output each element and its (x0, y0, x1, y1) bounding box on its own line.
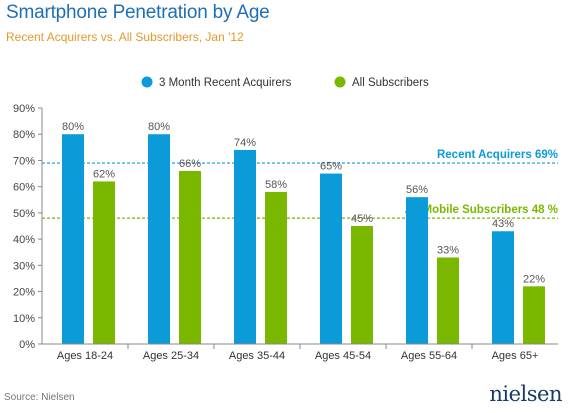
data-label: 74% (234, 137, 256, 149)
data-label: 22% (523, 273, 545, 285)
data-label: 80% (62, 121, 84, 133)
data-label: 58% (265, 179, 287, 191)
y-tick-label: 90% (13, 103, 35, 115)
y-tick-label: 20% (13, 287, 35, 299)
data-label: 45% (351, 213, 373, 225)
reference-label-recent: Recent Acquirers 69% (437, 149, 558, 161)
bar-all-subscribers (265, 191, 287, 344)
bar-recent-acquirers (320, 173, 342, 344)
bar-all-subscribers (437, 257, 459, 344)
x-category-label: Ages 25-34 (143, 350, 199, 362)
legend-swatch (334, 76, 346, 88)
bar-all-subscribers (93, 181, 115, 344)
bar-recent-acquirers (148, 134, 170, 344)
data-label: 66% (179, 158, 201, 170)
data-label: 80% (148, 121, 170, 133)
bar-recent-acquirers (234, 149, 256, 344)
x-category-label: Ages 65+ (492, 350, 539, 362)
source-note: Source: Nielsen (4, 392, 75, 403)
nielsen-logo: nielsen (489, 382, 562, 406)
y-tick-label: 60% (13, 182, 35, 194)
reference-label-all: All Mobile Subscribers 48 % (405, 204, 558, 216)
y-axis: 0% 10% 20% 30% 40% 50% 60% 70% 80% 90% (13, 103, 43, 351)
y-tick-label: 30% (13, 260, 35, 272)
data-label: 43% (492, 218, 514, 230)
data-label: 65% (320, 161, 342, 173)
reference-lines: Recent Acquirers 69% All Mobile Subscribe… (42, 149, 558, 219)
data-label: 56% (406, 184, 428, 196)
legend-label: All Subscribers (352, 77, 429, 89)
y-tick-label: 10% (13, 313, 35, 325)
bar-all-subscribers (351, 226, 373, 344)
bar-all-subscribers (179, 170, 201, 344)
x-category-label: Ages 18-24 (57, 350, 113, 362)
x-axis: Ages 18-24 Ages 25-34 Ages 35-44 Ages 45-54… (42, 343, 558, 362)
bar-recent-acquirers (406, 197, 428, 344)
legend-label: 3 Month Recent Acquirers (159, 77, 292, 89)
chart-subtitle: Recent Acquirers vs. All Subscribers, Ja… (6, 30, 244, 44)
legend-swatch (141, 76, 153, 88)
y-tick-label: 80% (13, 129, 35, 141)
bars: 80% 80% 74% 65% 56% 43% 62% 66% 58% 45% 33% 22% (62, 121, 545, 344)
data-label: 33% (437, 244, 459, 256)
y-tick-label: 0% (19, 339, 35, 351)
legend: 3 Month Recent Acquirers All Subscribers (141, 76, 429, 89)
x-category-label: Ages 35-44 (229, 350, 285, 362)
x-category-label: Ages 45-54 (315, 350, 371, 362)
x-category-label: Ages 55-64 (401, 350, 457, 362)
bar-recent-acquirers (62, 134, 84, 344)
bar-all-subscribers (523, 286, 545, 344)
y-tick-label: 70% (13, 155, 35, 167)
y-tick-label: 40% (13, 234, 35, 246)
bar-recent-acquirers (492, 231, 514, 344)
data-label: 62% (93, 168, 115, 180)
chart-title: Smartphone Penetration by Age (6, 2, 270, 23)
y-tick-label: 50% (13, 208, 35, 220)
